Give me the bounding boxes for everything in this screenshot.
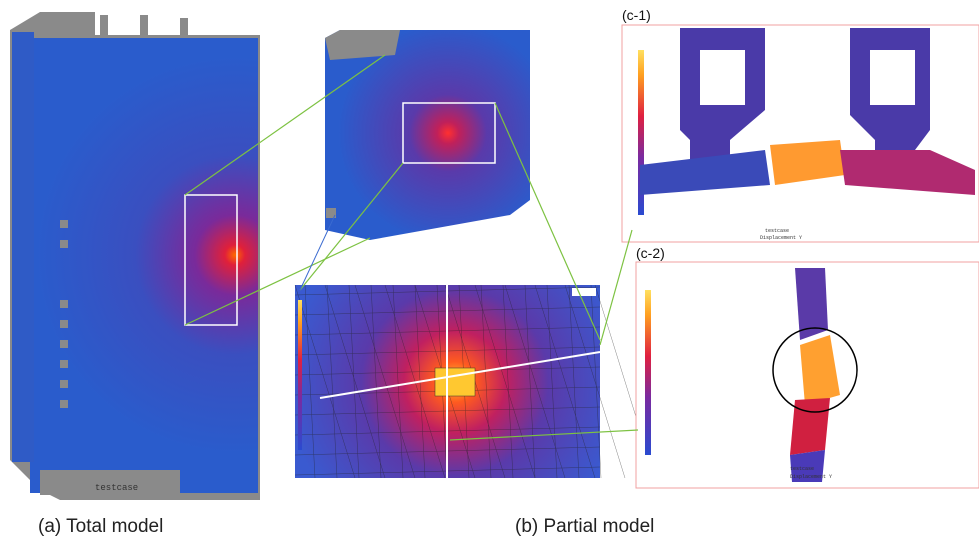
mesh-panel xyxy=(295,285,655,478)
total-model: testcase xyxy=(10,12,260,500)
model-caption: testcase xyxy=(95,483,138,493)
panel-c1: (c-1) testcase Displacement Y xyxy=(622,7,979,242)
screen-caption: Displacement Y xyxy=(790,474,832,480)
panel-c2: (c-2) testcase Displacement Y xyxy=(636,245,979,488)
caption: (b) Partial model xyxy=(515,516,654,537)
panel-label: (c-2) xyxy=(636,245,665,261)
caption: (a) Total model xyxy=(38,516,163,537)
screen-caption: testcase xyxy=(765,228,789,234)
screen-caption: Displacement Y xyxy=(760,235,802,241)
partial-block xyxy=(325,30,530,240)
screen-caption: testcase xyxy=(790,466,814,472)
figure: testcase (c-1) testcase Displacement Y (… xyxy=(0,0,979,542)
panel-label: (c-1) xyxy=(622,7,651,23)
